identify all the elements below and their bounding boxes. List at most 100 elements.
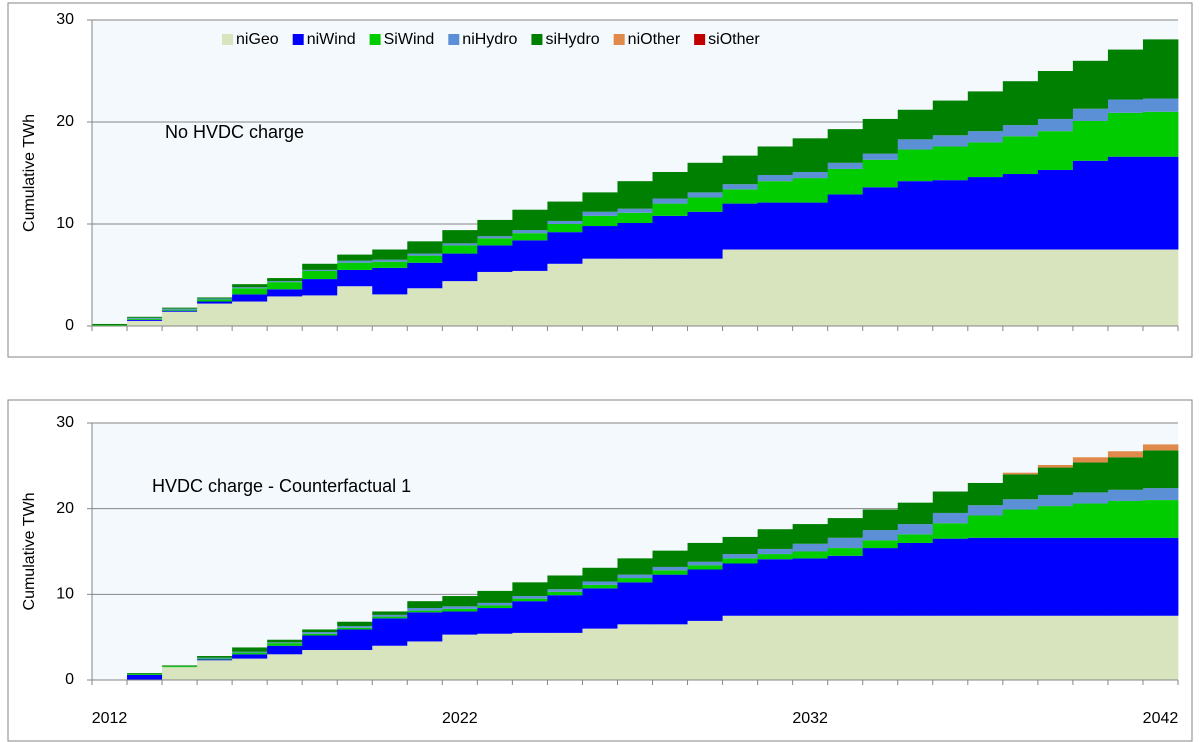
area-step [827, 129, 864, 163]
area-step [407, 255, 443, 263]
area-step [1107, 99, 1144, 113]
area-step [757, 146, 794, 176]
area-step [1072, 503, 1109, 538]
area-step [617, 582, 653, 625]
area-step [792, 551, 829, 559]
area-step [967, 131, 1004, 143]
area-step [792, 202, 829, 250]
area-step [1072, 492, 1109, 504]
area-step [652, 574, 688, 625]
area-step [267, 643, 303, 646]
area-step [442, 608, 478, 612]
area-step [1072, 249, 1109, 326]
area-step [1037, 467, 1074, 495]
area-step [582, 226, 618, 259]
area-step [372, 611, 408, 615]
area-step [1002, 474, 1039, 500]
area-step [827, 555, 864, 616]
area-step [302, 295, 338, 326]
area-step [302, 270, 338, 280]
area-step [617, 624, 653, 680]
area-step [162, 665, 198, 667]
area-step [897, 139, 934, 150]
area-step [337, 629, 373, 651]
area-step [232, 287, 268, 289]
area-step [197, 303, 233, 326]
area-step [197, 657, 233, 659]
area-step [92, 324, 128, 326]
area-step [722, 189, 759, 204]
area-step [652, 258, 688, 326]
area-step [967, 505, 1004, 516]
area-step [477, 236, 513, 239]
area-step [442, 253, 478, 282]
area-step [302, 635, 338, 651]
area-step [967, 249, 1004, 326]
area-step [442, 611, 478, 635]
area-step [1037, 249, 1074, 326]
area-step [337, 260, 373, 263]
area-step [1107, 457, 1144, 490]
area-step [547, 575, 583, 590]
area-step [932, 615, 969, 680]
area-step [162, 307, 198, 309]
area-step [967, 142, 1004, 178]
area-step [512, 601, 548, 633]
area-step [1072, 615, 1109, 680]
area-step [197, 301, 233, 304]
legend-swatch [694, 34, 706, 45]
area-step [862, 153, 899, 160]
area-step [687, 565, 723, 570]
legend-swatch [369, 34, 381, 45]
legend-swatch [613, 34, 625, 45]
area-step [127, 316, 163, 318]
area-step [442, 230, 478, 244]
area-step [197, 299, 233, 302]
area-step [302, 263, 338, 270]
legend-swatch [222, 34, 233, 45]
x-tick-label: 2022 [442, 710, 478, 727]
area-step [967, 177, 1004, 250]
area-step [1037, 615, 1074, 680]
area-step [967, 482, 1004, 506]
area-step [1002, 537, 1039, 616]
area-step [372, 259, 408, 262]
area-step [1037, 464, 1074, 468]
area-step [617, 258, 653, 326]
area-step [722, 203, 759, 250]
area-step [512, 596, 548, 599]
legend-label: niHydro [462, 31, 517, 48]
area-step [442, 596, 478, 607]
area-step [757, 548, 794, 555]
area-step [232, 654, 268, 659]
area-step [617, 181, 653, 209]
area-step [127, 674, 163, 680]
y-tick-label: 20 [56, 500, 74, 517]
area-step [1142, 98, 1179, 112]
area-step [582, 581, 618, 585]
area-step [267, 639, 303, 643]
area-step [337, 254, 373, 261]
area-step [897, 534, 934, 543]
area-step [757, 559, 794, 616]
area-step [687, 197, 723, 212]
area-step [582, 567, 618, 582]
area-step [792, 558, 829, 616]
area-step [722, 563, 759, 616]
y-tick-label: 10 [56, 586, 74, 603]
area-step [1142, 615, 1179, 680]
y-tick-label: 30 [56, 11, 74, 28]
area-step [337, 262, 373, 270]
area-step [162, 666, 198, 668]
area-step [372, 249, 408, 260]
y-tick-label: 20 [56, 113, 74, 130]
area-step [1002, 136, 1039, 175]
area-step [477, 219, 513, 237]
area-step [1072, 108, 1109, 121]
area-step [1142, 156, 1179, 250]
area-step [267, 645, 303, 655]
area-step [1142, 111, 1179, 157]
area-step [582, 215, 618, 227]
area-step [1002, 249, 1039, 326]
area-step [652, 624, 688, 680]
